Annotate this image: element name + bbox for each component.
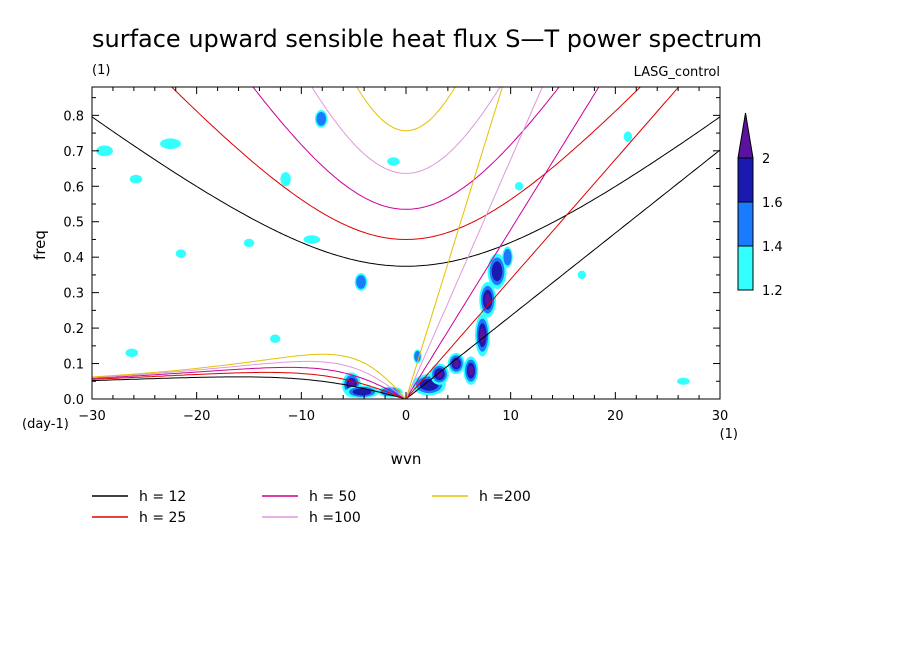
- x-axis-label: wvn: [391, 450, 422, 468]
- x-unit-label: (1): [720, 427, 738, 442]
- y-tick-label: 0.7: [63, 145, 84, 160]
- x-axis-ticks: −30 −20 −10 0 10 20 30: [78, 87, 728, 424]
- colorbar-label: 1.6: [762, 196, 783, 211]
- spectral-blob: [243, 238, 255, 248]
- spectral-blob: [677, 377, 690, 385]
- spectral-blob: [430, 363, 449, 385]
- spectral-blob: [502, 246, 513, 268]
- colorbar-segment: [737, 245, 754, 291]
- spectral-blob: [487, 253, 507, 290]
- legend-label: h =100: [309, 510, 361, 526]
- y-axis-label: freq: [31, 230, 49, 260]
- rossby-curve: [92, 366, 407, 399]
- spectral-blob: [269, 334, 281, 343]
- chart-run-label: LASG_control: [634, 65, 720, 80]
- legend-label: h = 50: [309, 489, 356, 505]
- x-tick-label: −20: [183, 409, 210, 424]
- legend-label: h = 25: [139, 510, 186, 526]
- spectral-blob: [623, 131, 633, 142]
- chart-units-label: (1): [92, 63, 110, 78]
- legend-label: h = 12: [139, 489, 186, 505]
- y-tick-label: 0.8: [63, 109, 84, 124]
- kelvin-curve: [405, 149, 720, 399]
- colorbar-label: 1.2: [762, 284, 783, 299]
- legend-item: h = 50: [262, 489, 356, 505]
- legend-item: h = 12: [92, 489, 186, 505]
- chart-title: surface upward sensible heat flux S—T po…: [92, 25, 762, 53]
- spectral-blob: [577, 270, 587, 280]
- dispersion-curves: [92, 87, 720, 399]
- legend-item: h =200: [432, 489, 531, 505]
- inertia-gravity-curve: [92, 116, 720, 267]
- colorbar-segment: [737, 157, 754, 203]
- spectral-blob: [160, 138, 181, 150]
- rossby-curve: [92, 360, 407, 399]
- spectral-blob: [354, 273, 368, 291]
- spectral-blob: [129, 174, 143, 184]
- y-tick-label: 0.5: [63, 216, 84, 231]
- kelvin-curve: [405, 87, 600, 399]
- kelvin-curve: [405, 87, 503, 399]
- spectral-blob: [175, 249, 187, 258]
- spectral-blob: [463, 356, 479, 385]
- kelvin-curve: [405, 87, 543, 399]
- spectral-blob: [387, 157, 400, 166]
- colorbar-label: 1.4: [762, 240, 783, 255]
- inertia-gravity-curve: [311, 87, 501, 174]
- y-tick-label: 0.0: [63, 393, 84, 408]
- kelvin-curve: [405, 87, 680, 399]
- spectral-blob: [125, 348, 139, 358]
- x-tick-label: −30: [78, 409, 105, 424]
- spectral-contours: [96, 110, 690, 399]
- colorbar-segment: [737, 201, 754, 247]
- spectral-blob: [96, 145, 113, 157]
- rossby-curve: [92, 376, 407, 399]
- legend: h = 12 h = 25 h = 50 h =100 h =200: [92, 489, 531, 526]
- colorbar-label: 2: [762, 152, 770, 167]
- x-tick-label: 20: [607, 409, 624, 424]
- y-unit-label: (day-1): [22, 417, 69, 432]
- rossby-curve: [92, 353, 407, 399]
- legend-item: h =100: [262, 510, 361, 526]
- colorbar: 2 1.6 1.4 1.2: [737, 112, 783, 299]
- y-tick-label: 0.2: [63, 322, 84, 337]
- y-tick-label: 0.6: [63, 180, 84, 195]
- spectral-blob: [314, 110, 328, 128]
- spectral-blob: [479, 282, 497, 318]
- spectral-blob: [413, 349, 422, 364]
- legend-label: h =200: [479, 489, 531, 505]
- inertia-gravity-curve: [356, 87, 456, 132]
- x-tick-label: −10: [288, 409, 315, 424]
- x-tick-label: 30: [712, 409, 729, 424]
- spectral-blob: [303, 235, 321, 244]
- colorbar-top-triangle: [737, 112, 754, 159]
- legend-item: h = 25: [92, 510, 186, 526]
- spectral-blob: [514, 182, 524, 191]
- x-tick-label: 10: [502, 409, 519, 424]
- rossby-curve: [92, 371, 407, 399]
- y-tick-label: 0.1: [63, 358, 84, 373]
- inertia-gravity-curve: [252, 87, 560, 210]
- inertia-gravity-curve: [170, 87, 642, 241]
- spectral-blob: [475, 313, 490, 357]
- spectral-blob: [280, 172, 291, 187]
- y-axis-ticks: 0.0 0.1 0.2 0.3 0.4 0.5 0.6 0.7 0.8: [63, 97, 720, 408]
- y-tick-label: 0.4: [63, 251, 84, 266]
- x-tick-label: 0: [402, 409, 410, 424]
- y-tick-label: 0.3: [63, 287, 84, 302]
